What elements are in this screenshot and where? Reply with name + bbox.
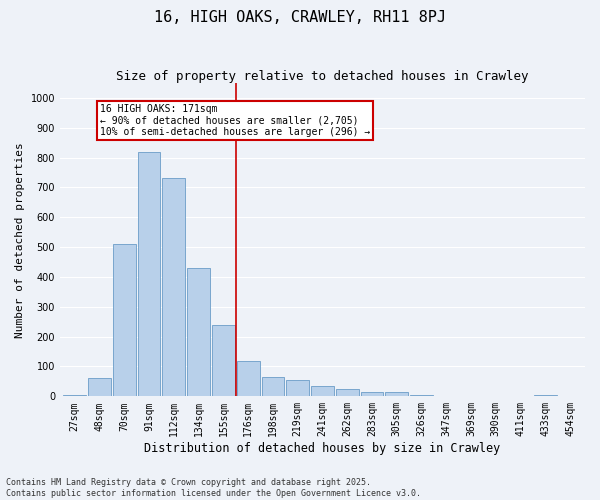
Text: Contains HM Land Registry data © Crown copyright and database right 2025.
Contai: Contains HM Land Registry data © Crown c… — [6, 478, 421, 498]
Bar — [212, 324, 235, 396]
Bar — [163, 178, 185, 396]
Bar — [336, 389, 359, 396]
Y-axis label: Number of detached properties: Number of detached properties — [15, 142, 25, 338]
Bar — [137, 152, 160, 396]
Bar — [410, 395, 433, 396]
Title: Size of property relative to detached houses in Crawley: Size of property relative to detached ho… — [116, 70, 529, 83]
Bar — [361, 392, 383, 396]
Bar — [534, 395, 557, 396]
Bar — [64, 395, 86, 396]
Bar — [286, 380, 309, 396]
Bar — [237, 360, 260, 396]
Bar — [262, 377, 284, 396]
Bar — [113, 244, 136, 396]
Bar — [187, 268, 210, 396]
Text: 16 HIGH OAKS: 171sqm
← 90% of detached houses are smaller (2,705)
10% of semi-de: 16 HIGH OAKS: 171sqm ← 90% of detached h… — [100, 104, 370, 137]
Text: 16, HIGH OAKS, CRAWLEY, RH11 8PJ: 16, HIGH OAKS, CRAWLEY, RH11 8PJ — [154, 10, 446, 25]
Bar — [88, 378, 111, 396]
Bar — [385, 392, 408, 396]
Bar — [311, 386, 334, 396]
X-axis label: Distribution of detached houses by size in Crawley: Distribution of detached houses by size … — [145, 442, 500, 455]
